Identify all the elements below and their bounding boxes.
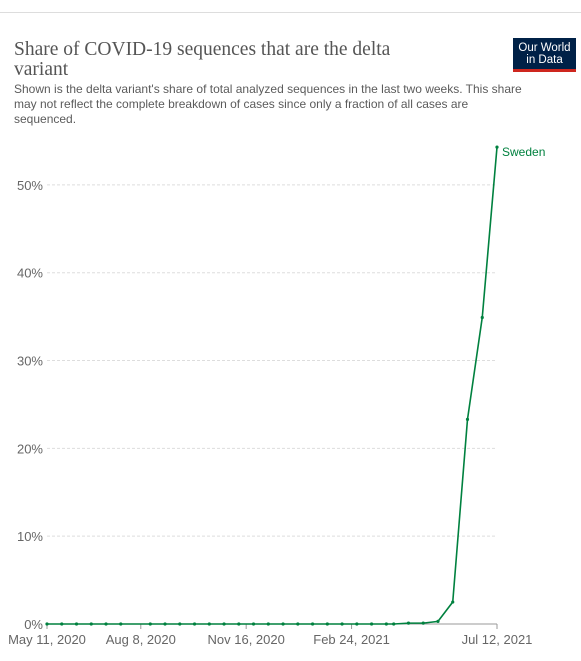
point bbox=[148, 622, 152, 626]
point bbox=[465, 417, 470, 421]
y-tick-label: 30% bbox=[17, 354, 43, 369]
point bbox=[310, 622, 315, 626]
x-tick-label: Jul 12, 2021 bbox=[462, 632, 533, 647]
line bbox=[47, 147, 498, 625]
logo-box bbox=[513, 38, 576, 72]
point bbox=[163, 622, 167, 626]
point bbox=[406, 621, 411, 625]
y-tick-label: 0% bbox=[24, 617, 43, 632]
point bbox=[436, 619, 440, 623]
subtitle: sequenced. bbox=[14, 112, 76, 126]
subtitle: may not reflect the complete breakdown o… bbox=[14, 97, 469, 111]
point bbox=[74, 622, 79, 626]
point bbox=[192, 622, 197, 626]
x-tick-label: May 11, 2020 bbox=[8, 632, 86, 647]
point bbox=[495, 145, 499, 149]
point bbox=[89, 622, 93, 626]
x-tick-label: Aug 8, 2020 bbox=[106, 632, 176, 647]
chart-title: variant bbox=[14, 59, 69, 80]
point bbox=[480, 315, 484, 320]
logo[interactable]: Our World in Data bbox=[513, 38, 576, 72]
y-tick-label: 40% bbox=[17, 266, 43, 281]
point bbox=[60, 622, 64, 626]
point bbox=[119, 622, 123, 626]
point bbox=[266, 622, 270, 626]
point bbox=[369, 622, 374, 626]
point bbox=[281, 622, 285, 626]
x-tick-label: Nov 16, 2020 bbox=[208, 632, 285, 647]
point bbox=[325, 622, 329, 626]
point bbox=[222, 622, 226, 626]
y-tick-label: 10% bbox=[17, 529, 43, 544]
point bbox=[392, 622, 396, 626]
point bbox=[104, 622, 108, 626]
subtitle: Shown is the delta variant's share of to… bbox=[14, 82, 522, 96]
series-label: Sweden bbox=[502, 145, 545, 159]
point bbox=[207, 622, 211, 626]
logo-stripe bbox=[513, 69, 576, 72]
point bbox=[340, 622, 344, 626]
point bbox=[178, 622, 182, 626]
point bbox=[251, 622, 256, 626]
point bbox=[296, 622, 300, 626]
y-tick-label: 50% bbox=[17, 178, 43, 193]
point bbox=[384, 622, 388, 626]
y-tick-label: 20% bbox=[17, 441, 43, 456]
logo-text: Our World bbox=[518, 42, 570, 54]
point bbox=[421, 621, 425, 625]
point bbox=[451, 600, 455, 604]
point bbox=[45, 622, 49, 626]
logo-text: in Data bbox=[526, 54, 563, 66]
point bbox=[237, 622, 241, 626]
point bbox=[355, 622, 359, 626]
chart-title: Share of COVID-19 sequences that are the… bbox=[14, 39, 391, 60]
x-tick-label: Feb 24, 2021 bbox=[313, 632, 390, 647]
